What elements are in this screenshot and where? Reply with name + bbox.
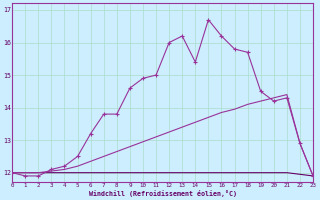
X-axis label: Windchill (Refroidissement éolien,°C): Windchill (Refroidissement éolien,°C) — [89, 190, 236, 197]
